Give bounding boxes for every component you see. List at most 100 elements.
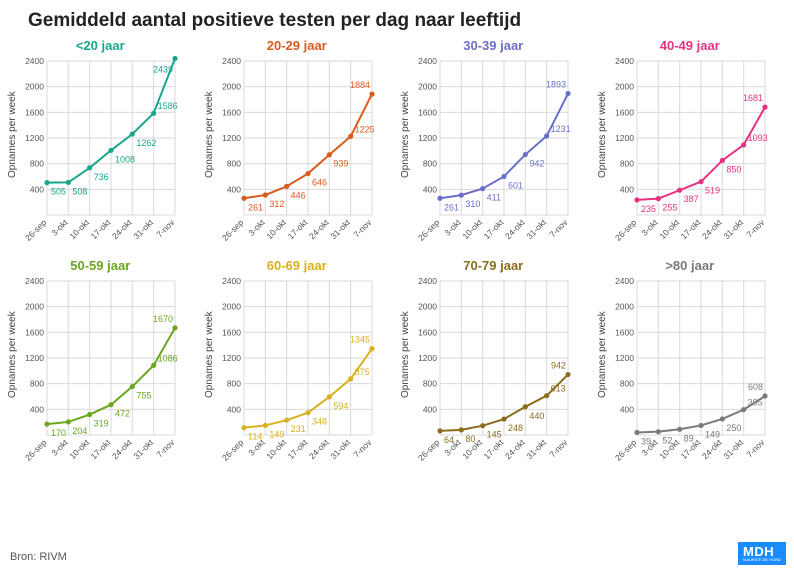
- y-axis-label: Opnames per week: [6, 275, 19, 435]
- svg-text:149: 149: [705, 429, 720, 439]
- svg-text:7-nov: 7-nov: [351, 217, 374, 240]
- svg-text:250: 250: [726, 423, 741, 433]
- svg-text:736: 736: [94, 172, 109, 182]
- svg-text:400: 400: [619, 404, 633, 414]
- chart-panel: 60-69 jaarOpnames per week40080012001600…: [203, 258, 392, 474]
- main-title: Gemiddeld aantal positieve testen per da…: [0, 0, 794, 38]
- svg-text:1600: 1600: [222, 327, 241, 337]
- svg-text:31-okt: 31-okt: [328, 437, 352, 461]
- svg-text:26-sep: 26-sep: [23, 217, 49, 243]
- svg-text:2400: 2400: [615, 276, 634, 286]
- svg-text:800: 800: [619, 159, 633, 169]
- svg-text:608: 608: [747, 382, 762, 392]
- svg-text:1600: 1600: [418, 327, 437, 337]
- svg-text:1225: 1225: [354, 124, 374, 134]
- svg-text:26-sep: 26-sep: [612, 437, 638, 463]
- svg-text:31-okt: 31-okt: [131, 437, 155, 461]
- svg-text:942: 942: [529, 159, 544, 169]
- svg-text:2439: 2439: [153, 64, 173, 74]
- svg-text:26-sep: 26-sep: [219, 217, 245, 243]
- svg-text:319: 319: [94, 419, 109, 429]
- chart-panel: >80 jaarOpnames per week4008001200160020…: [596, 258, 785, 474]
- svg-text:312: 312: [269, 199, 284, 209]
- chart-panel: <20 jaarOpnames per week4008001200160020…: [6, 38, 195, 254]
- svg-text:2400: 2400: [222, 56, 241, 66]
- svg-text:2400: 2400: [615, 56, 634, 66]
- y-axis-label: Opnames per week: [596, 55, 609, 215]
- svg-text:52: 52: [662, 436, 672, 446]
- chart-svg: 400800120016002000240026-sep3-okt10-okt1…: [412, 55, 572, 249]
- svg-text:1093: 1093: [747, 133, 767, 143]
- svg-text:2000: 2000: [418, 82, 437, 92]
- svg-text:800: 800: [423, 379, 437, 389]
- svg-text:400: 400: [619, 184, 633, 194]
- panel-title: <20 jaar: [6, 38, 195, 53]
- svg-text:24-okt: 24-okt: [699, 437, 723, 461]
- svg-text:31-okt: 31-okt: [524, 437, 548, 461]
- svg-text:508: 508: [72, 186, 87, 196]
- svg-text:17-okt: 17-okt: [285, 217, 309, 241]
- y-axis-label: Opnames per week: [399, 275, 412, 435]
- svg-text:800: 800: [619, 379, 633, 389]
- svg-text:400: 400: [30, 184, 44, 194]
- svg-text:1884: 1884: [349, 80, 369, 90]
- svg-text:10-okt: 10-okt: [264, 217, 288, 241]
- svg-text:1600: 1600: [418, 107, 437, 117]
- svg-text:10-okt: 10-okt: [657, 217, 681, 241]
- svg-text:400: 400: [423, 404, 437, 414]
- panel-title: 30-39 jaar: [399, 38, 588, 53]
- svg-text:24-okt: 24-okt: [110, 217, 134, 241]
- svg-text:31-okt: 31-okt: [721, 437, 745, 461]
- svg-text:875: 875: [354, 367, 369, 377]
- svg-text:31-okt: 31-okt: [131, 217, 155, 241]
- svg-text:1262: 1262: [136, 138, 156, 148]
- svg-text:26-sep: 26-sep: [612, 217, 638, 243]
- svg-text:1200: 1200: [25, 133, 44, 143]
- svg-text:1345: 1345: [349, 335, 369, 345]
- chart-svg: 400800120016002000240026-sep3-okt10-okt1…: [19, 275, 179, 469]
- svg-text:7-nov: 7-nov: [744, 217, 767, 240]
- svg-text:10-okt: 10-okt: [460, 217, 484, 241]
- svg-text:1893: 1893: [546, 80, 566, 90]
- svg-text:400: 400: [226, 404, 240, 414]
- svg-text:2400: 2400: [418, 56, 437, 66]
- svg-text:261: 261: [444, 202, 459, 212]
- svg-text:26-sep: 26-sep: [416, 217, 442, 243]
- svg-text:2000: 2000: [615, 82, 634, 92]
- chart-svg: 400800120016002000240026-sep3-okt10-okt1…: [609, 275, 769, 469]
- svg-text:1600: 1600: [25, 107, 44, 117]
- svg-text:2000: 2000: [25, 82, 44, 92]
- svg-text:7-nov: 7-nov: [547, 217, 570, 240]
- svg-text:26-sep: 26-sep: [416, 437, 442, 463]
- svg-text:440: 440: [529, 411, 544, 421]
- chart-svg: 400800120016002000240026-sep3-okt10-okt1…: [609, 55, 769, 249]
- logo-badge: MDHMAURICE DE HOND: [738, 542, 786, 565]
- svg-text:170: 170: [51, 428, 66, 438]
- svg-text:1231: 1231: [551, 124, 571, 134]
- svg-text:24-okt: 24-okt: [699, 217, 723, 241]
- svg-text:255: 255: [662, 203, 677, 213]
- svg-text:1670: 1670: [153, 314, 173, 324]
- svg-text:400: 400: [30, 404, 44, 414]
- svg-text:1200: 1200: [418, 353, 437, 363]
- svg-text:24-okt: 24-okt: [503, 437, 527, 461]
- svg-text:1200: 1200: [615, 353, 634, 363]
- svg-text:2000: 2000: [615, 302, 634, 312]
- panel-title: 20-29 jaar: [203, 38, 392, 53]
- chart-panel: 30-39 jaarOpnames per week40080012001600…: [399, 38, 588, 254]
- svg-text:149: 149: [269, 429, 284, 439]
- svg-text:755: 755: [136, 391, 151, 401]
- svg-text:7-nov: 7-nov: [154, 437, 177, 460]
- svg-text:594: 594: [333, 401, 348, 411]
- svg-text:2000: 2000: [418, 302, 437, 312]
- svg-text:2000: 2000: [222, 82, 241, 92]
- source-text: Bron: RIVM: [10, 551, 67, 563]
- svg-text:505: 505: [51, 187, 66, 197]
- svg-text:31-okt: 31-okt: [721, 217, 745, 241]
- svg-text:31-okt: 31-okt: [328, 217, 352, 241]
- svg-text:204: 204: [72, 426, 87, 436]
- svg-text:800: 800: [226, 379, 240, 389]
- svg-text:2000: 2000: [25, 302, 44, 312]
- svg-text:80: 80: [465, 434, 475, 444]
- svg-text:235: 235: [641, 204, 656, 214]
